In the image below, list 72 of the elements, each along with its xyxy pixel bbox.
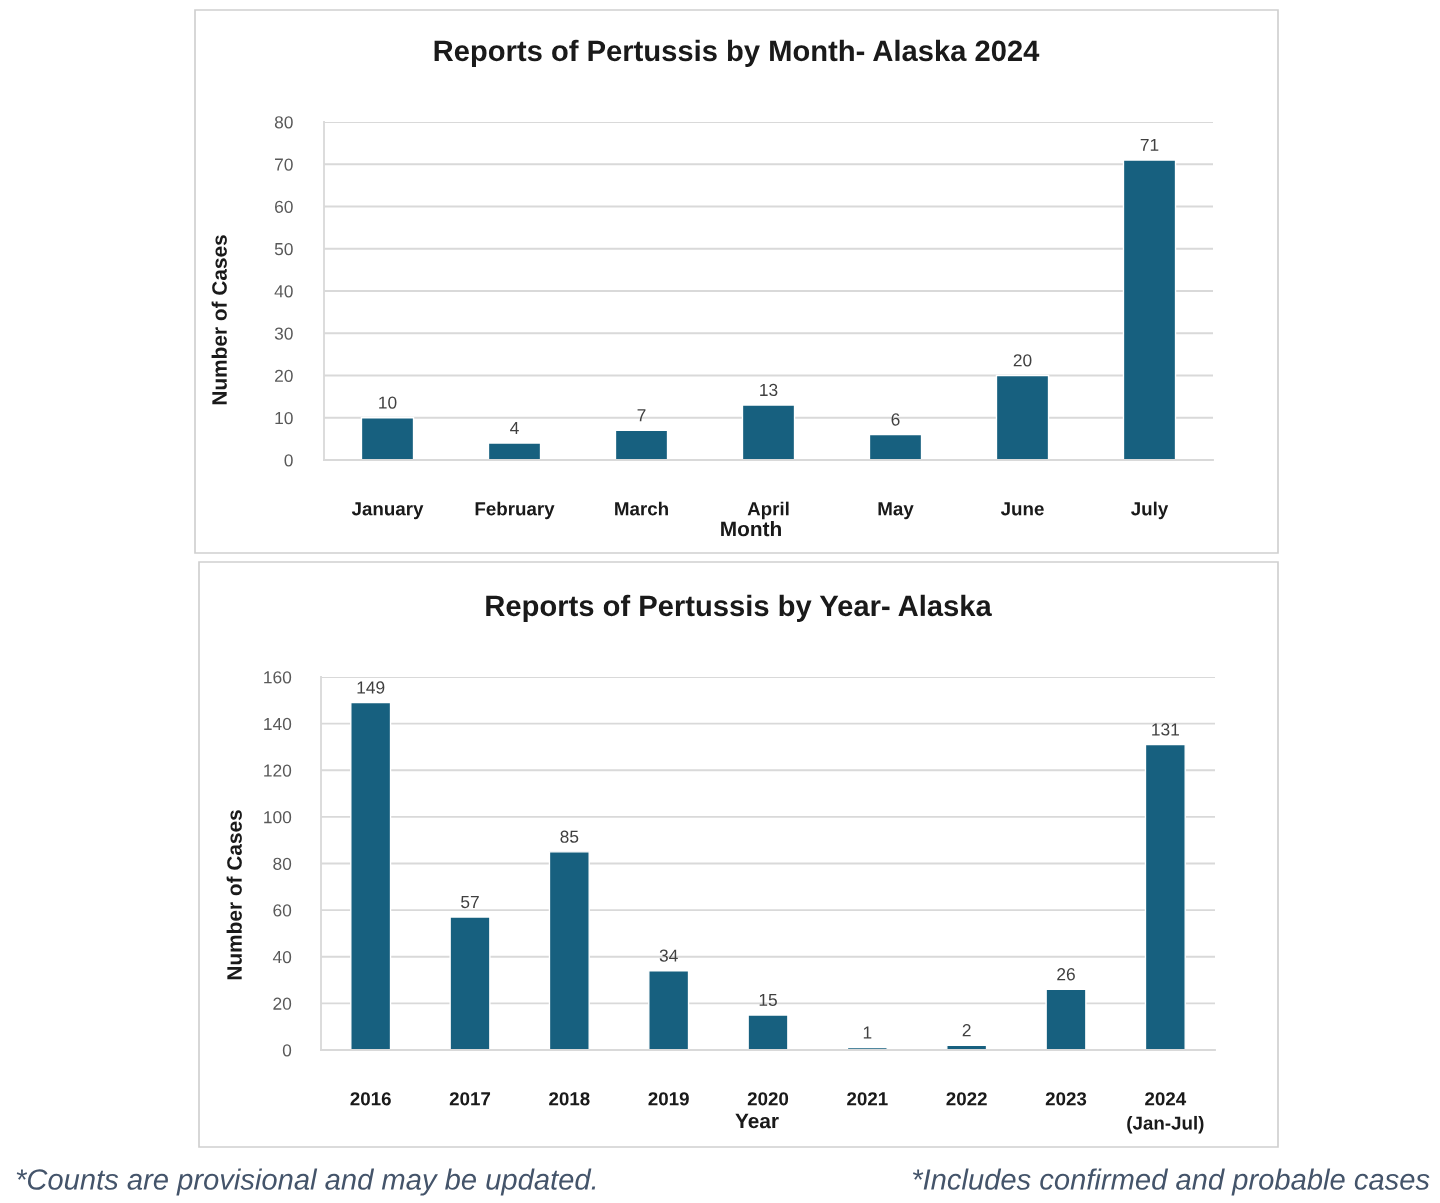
x-axis-title: Year bbox=[735, 1113, 779, 1129]
bar bbox=[1144, 743, 1186, 1050]
x-tick-label: June bbox=[1000, 502, 1044, 516]
y-tick-label: 160 bbox=[264, 671, 292, 684]
data-label: 85 bbox=[560, 830, 579, 843]
x-tick-label: 2016 bbox=[350, 1092, 391, 1106]
y-tick-label: 0 bbox=[282, 1044, 292, 1057]
data-label: 149 bbox=[357, 681, 385, 694]
x-tick-label: 2022 bbox=[946, 1092, 987, 1106]
bar bbox=[360, 417, 415, 460]
x-tick-label: May bbox=[878, 502, 914, 520]
bar bbox=[747, 1014, 789, 1050]
x-tick-label: 2019 bbox=[648, 1092, 689, 1106]
bar bbox=[1045, 988, 1087, 1050]
data-label: 71 bbox=[1140, 138, 1159, 151]
data-label: 7 bbox=[637, 409, 646, 422]
x-axis-title: Month bbox=[721, 521, 781, 537]
x-tick-label: 2024 (Jan-Jul) bbox=[1127, 1092, 1204, 1134]
y-tick-label: 120 bbox=[264, 764, 292, 777]
data-label: 26 bbox=[1057, 968, 1075, 981]
bar bbox=[449, 916, 491, 1050]
chart-title: Reports of Pertussis by Year- Alaska bbox=[486, 594, 992, 622]
y-tick-label: 10 bbox=[275, 411, 293, 425]
x-tick-label: January bbox=[351, 502, 424, 520]
x-tick-label: April bbox=[747, 501, 789, 520]
bar bbox=[995, 374, 1050, 460]
chart-title: Reports of Pertussis by Month- Alaska 2024 bbox=[434, 39, 1040, 67]
data-label: 57 bbox=[461, 896, 479, 909]
bar bbox=[548, 851, 590, 1050]
data-label: 13 bbox=[760, 383, 778, 397]
bar bbox=[868, 433, 923, 460]
y-tick-label: 140 bbox=[264, 717, 292, 731]
data-label: 20 bbox=[1013, 354, 1032, 367]
y-axis-title: Number of Cases bbox=[226, 810, 242, 980]
data-label: 1 bbox=[863, 1026, 872, 1039]
x-tick-label: July bbox=[1131, 501, 1169, 520]
y-tick-label: 60 bbox=[273, 904, 292, 917]
x-tick-label: March bbox=[615, 501, 668, 516]
y-tick-label: 40 bbox=[272, 950, 292, 964]
y-tick-label: 30 bbox=[274, 327, 293, 340]
x-tick-label: 2023 bbox=[1045, 1092, 1087, 1106]
bar bbox=[1122, 159, 1177, 460]
bar bbox=[614, 429, 669, 460]
x-tick-label: 2021 bbox=[847, 1092, 888, 1106]
x-tick-label: 2018 bbox=[549, 1092, 590, 1106]
bar bbox=[350, 701, 392, 1050]
bar bbox=[741, 404, 796, 460]
bar bbox=[648, 970, 690, 1050]
text: *Counts are provisional and may be updated. bbox=[16, 1168, 596, 1196]
y-axis-title: Number of Cases bbox=[211, 235, 227, 405]
data-label: 6 bbox=[891, 413, 900, 426]
data-label: 4 bbox=[510, 422, 519, 434]
y-tick-label: 0 bbox=[284, 454, 293, 467]
y-tick-label: 60 bbox=[275, 200, 293, 213]
x-tick-label: February bbox=[475, 501, 555, 520]
y-tick-label: 20 bbox=[273, 997, 292, 1010]
y-tick-label: 40 bbox=[274, 285, 293, 298]
y-tick-label: 80 bbox=[273, 857, 292, 870]
y-tick-label: 50 bbox=[274, 242, 293, 256]
data-label: 34 bbox=[659, 949, 678, 962]
y-tick-label: 70 bbox=[275, 158, 293, 171]
y-tick-label: 100 bbox=[264, 811, 292, 824]
data-label: 2 bbox=[962, 1024, 971, 1037]
data-label: 131 bbox=[1152, 723, 1179, 736]
data-label: 10 bbox=[379, 396, 397, 409]
bar bbox=[487, 442, 542, 460]
y-tick-label: 80 bbox=[274, 116, 293, 129]
x-tick-label: 2020 bbox=[747, 1092, 789, 1106]
text: *Includes confirmed and probable cases bbox=[912, 1168, 1430, 1196]
y-tick-label: 20 bbox=[275, 369, 293, 382]
x-tick-label: 2017 bbox=[449, 1092, 491, 1106]
data-label: 15 bbox=[759, 993, 777, 1007]
